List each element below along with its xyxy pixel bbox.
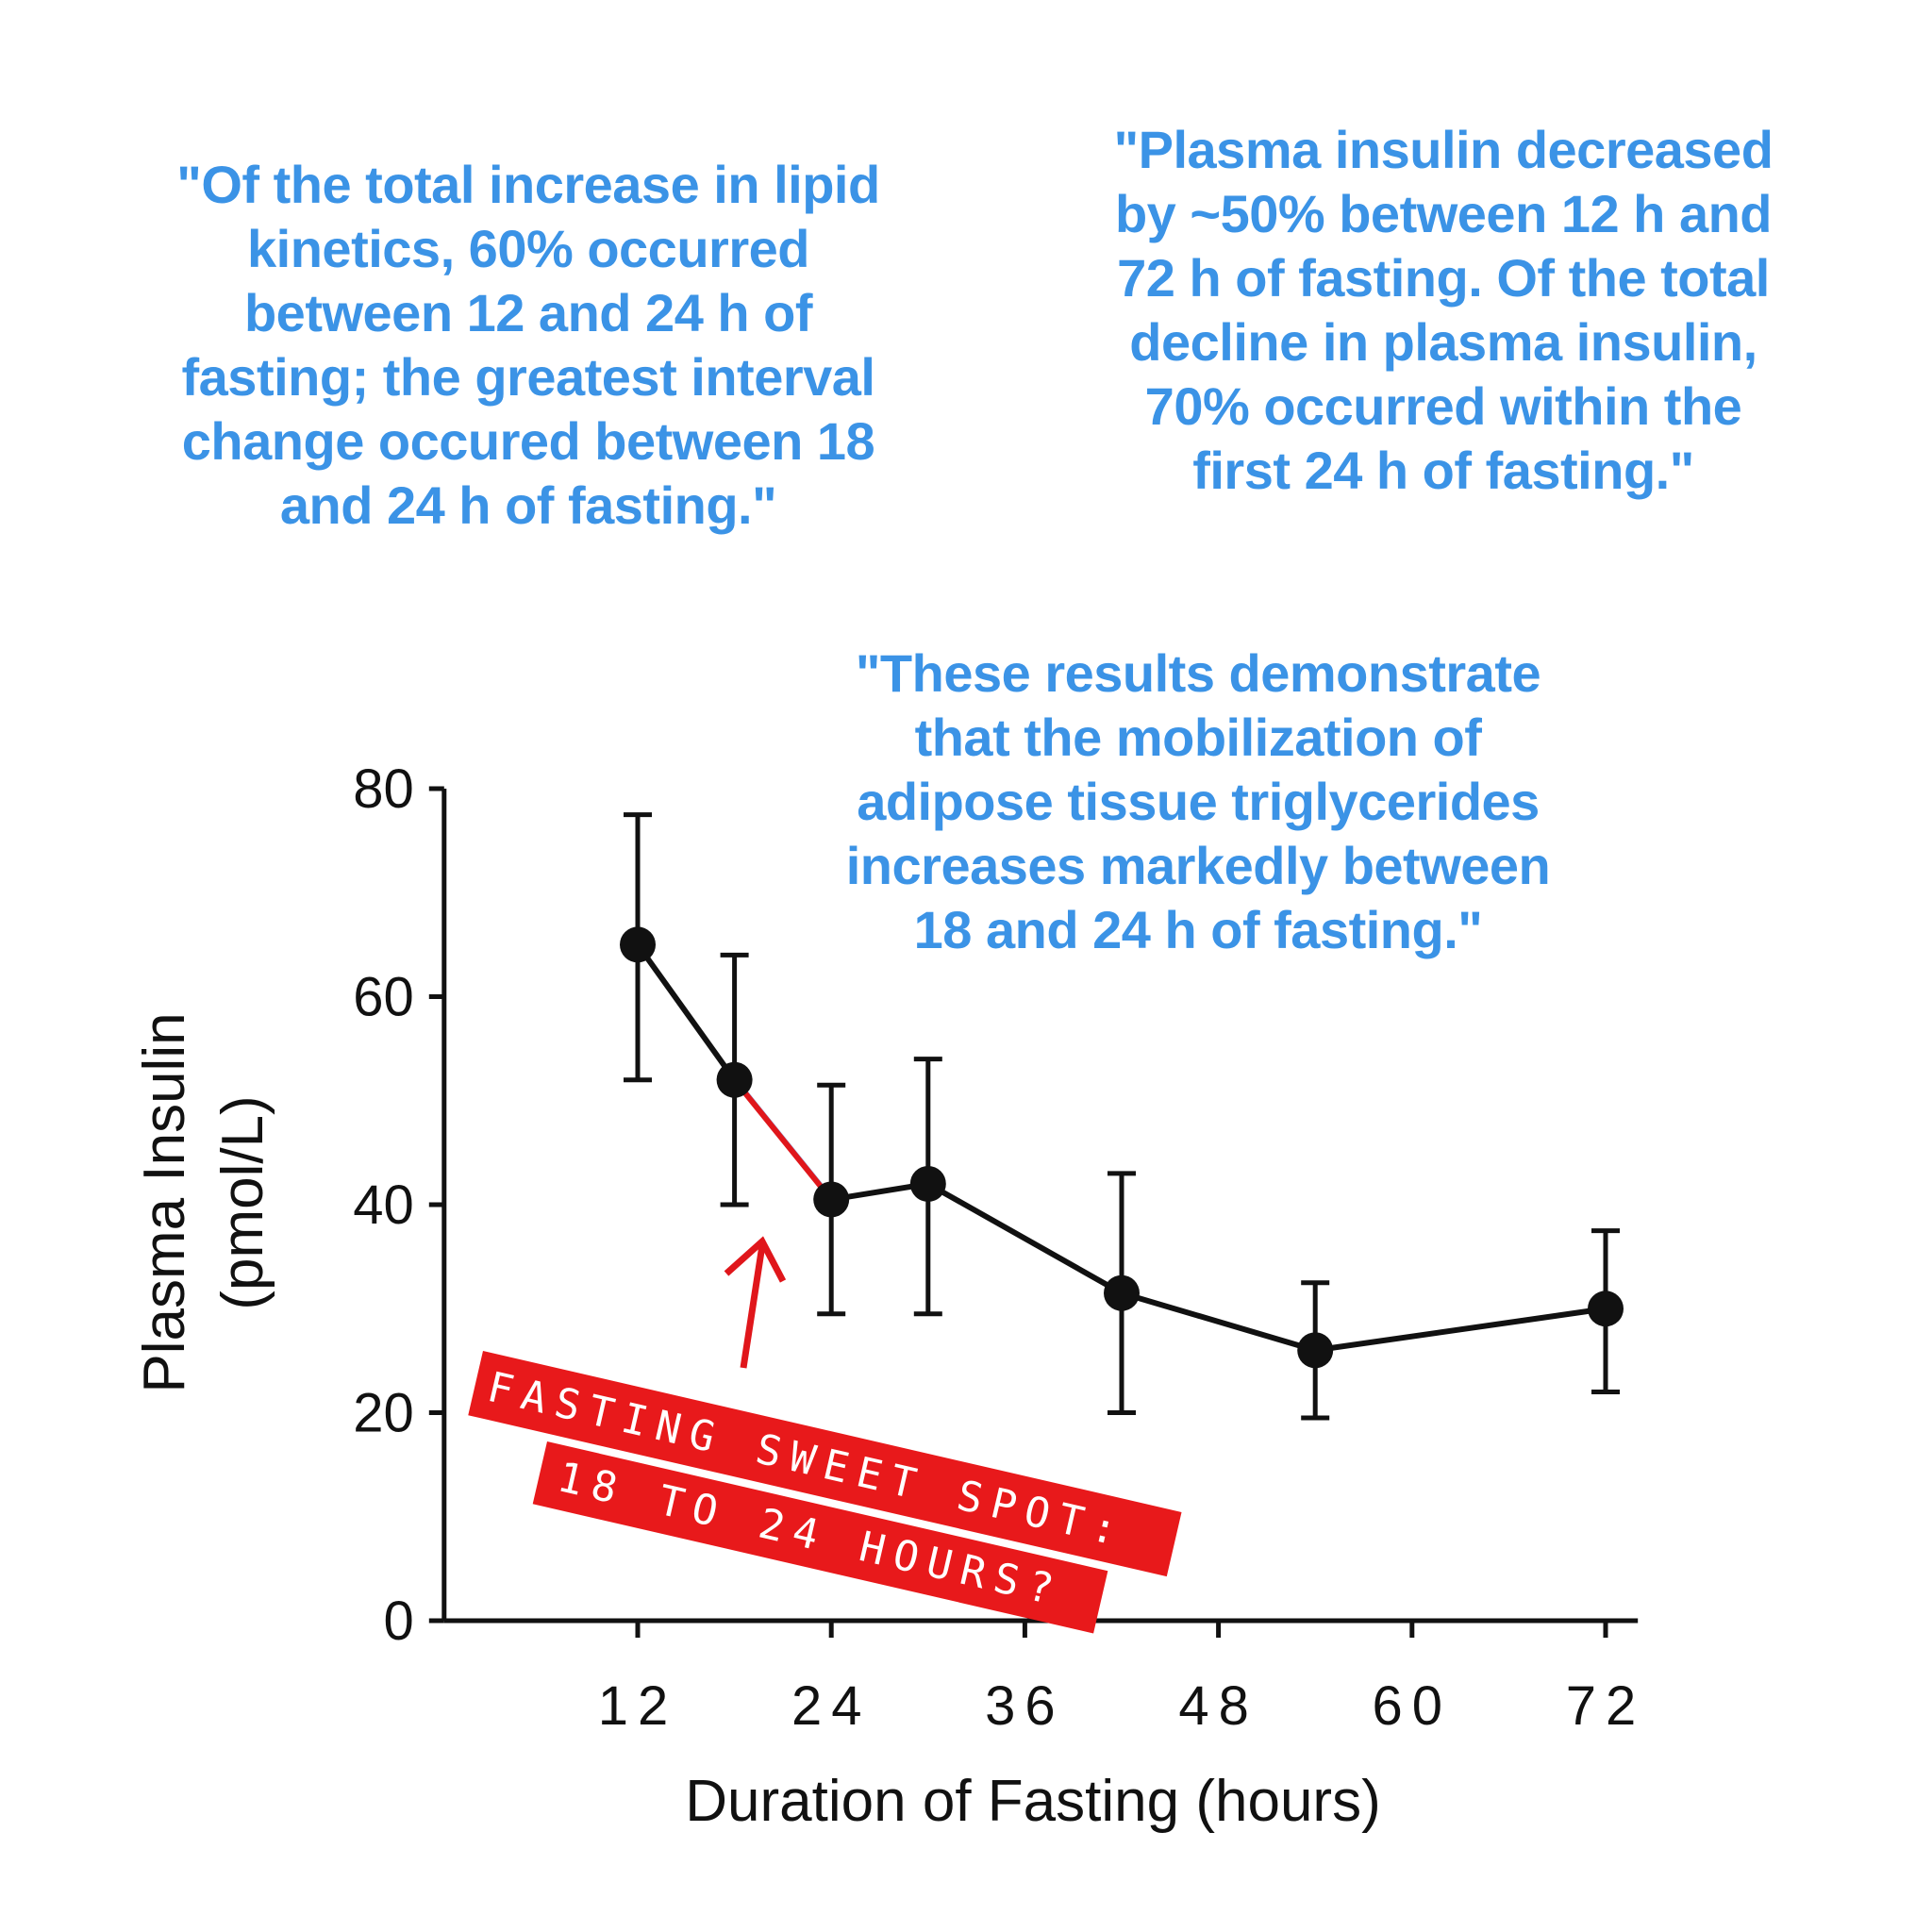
data-point (1104, 1274, 1140, 1311)
x-tick-label: 72 (1566, 1675, 1646, 1737)
callout-arrow-head (724, 1236, 787, 1283)
data-point (1297, 1332, 1334, 1369)
y-tick-label: 40 (353, 1174, 414, 1236)
x-tick-label: 60 (1373, 1675, 1453, 1737)
series-segment-highlight (732, 1077, 834, 1202)
series-segment (635, 942, 738, 1082)
x-tick-label: 12 (598, 1675, 678, 1737)
y-axis-title: Plasma Insulin (132, 1012, 197, 1392)
y-axis-unit: (pmol/L) (210, 1095, 275, 1309)
x-tick-label: 48 (1178, 1675, 1258, 1737)
x-tick-label: 24 (791, 1675, 872, 1737)
quote-plasma-insulin: "Plasma insulin decreased by ~50% betwee… (1113, 120, 1774, 500)
data-point (716, 1061, 753, 1098)
series-segment (926, 1181, 1124, 1296)
data-point (813, 1181, 850, 1218)
callout-box-2 (532, 1441, 1108, 1634)
data-point (1588, 1291, 1624, 1327)
y-tick-label: 20 (353, 1383, 414, 1444)
x-axis-title: Duration of Fasting (hours) (685, 1769, 1380, 1834)
callout-sweet-spot: FASTING SWEET SPOT: 18 TO 24 HOURS? (468, 1236, 1182, 1634)
quote-lipid-kinetics: "Of the total increase in lipid kinetics… (176, 155, 880, 535)
series-segment (1121, 1290, 1317, 1354)
callout-arrow-shaft (740, 1244, 766, 1369)
quote-adipose-mobilization: "These results demonstrate that the mobi… (845, 643, 1551, 959)
y-tick-label: 60 (353, 967, 414, 1028)
x-tick-label: 36 (985, 1675, 1065, 1737)
callout-box-1 (468, 1351, 1182, 1577)
chart-series (635, 942, 1607, 1354)
series-segment (1314, 1306, 1607, 1354)
chart-ticks: 0 20 40 60 80 12 24 36 48 60 72 (353, 758, 1646, 1737)
y-tick-label: 80 (353, 758, 414, 820)
data-point (620, 926, 656, 963)
chart-points (620, 926, 1624, 1369)
data-point (909, 1165, 946, 1202)
y-tick-label: 0 (384, 1591, 414, 1652)
